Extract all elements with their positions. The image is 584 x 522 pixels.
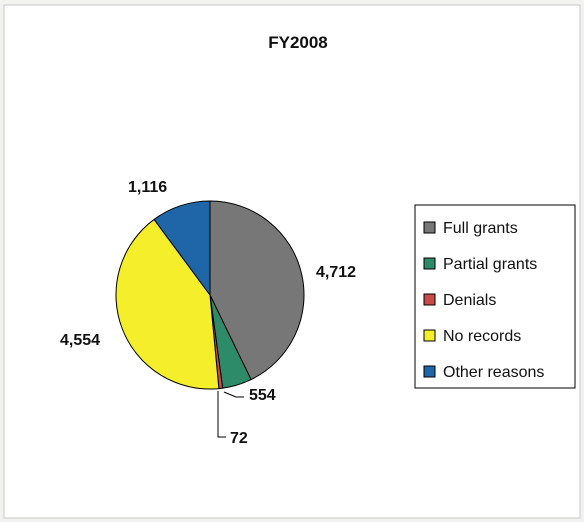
legend-box xyxy=(414,204,576,389)
data-label-no-records: 4,554 xyxy=(60,332,100,349)
legend-swatch-other-reasons xyxy=(423,365,436,378)
pie-slice-other-reasons xyxy=(153,200,211,297)
pie-slice-full-grants xyxy=(209,200,305,381)
legend-swatch-no-records xyxy=(423,329,436,342)
leader-line-denials xyxy=(217,391,226,438)
legend-label-full-grants: Full grants xyxy=(443,220,518,237)
pie xyxy=(115,200,305,390)
legend-label-partial-grants: Partial grants xyxy=(443,256,537,273)
data-label-denials: 72 xyxy=(230,430,248,447)
pie-slice-no-records xyxy=(115,218,220,390)
legend-label-other-reasons: Other reasons xyxy=(443,364,544,381)
data-labels: 4,712 554 72 4,554 1,116 xyxy=(60,179,356,447)
legend-label-no-records: No records xyxy=(443,328,521,345)
legend-label-denials: Denials xyxy=(443,292,496,309)
chart-title: FY2008 xyxy=(268,33,328,52)
legend-swatch-partial-grants xyxy=(423,257,436,270)
data-label-full-grants: 4,712 xyxy=(316,264,356,281)
legend-swatch-full-grants xyxy=(423,221,436,234)
legend-swatch-denials xyxy=(423,293,436,306)
legend: Full grants Partial grants Denials No recor… xyxy=(414,204,576,389)
data-label-other-reasons: 1,116 xyxy=(128,179,167,196)
data-label-partial-grants: 554 xyxy=(249,387,276,404)
leader-line-partial-grants xyxy=(223,391,244,398)
